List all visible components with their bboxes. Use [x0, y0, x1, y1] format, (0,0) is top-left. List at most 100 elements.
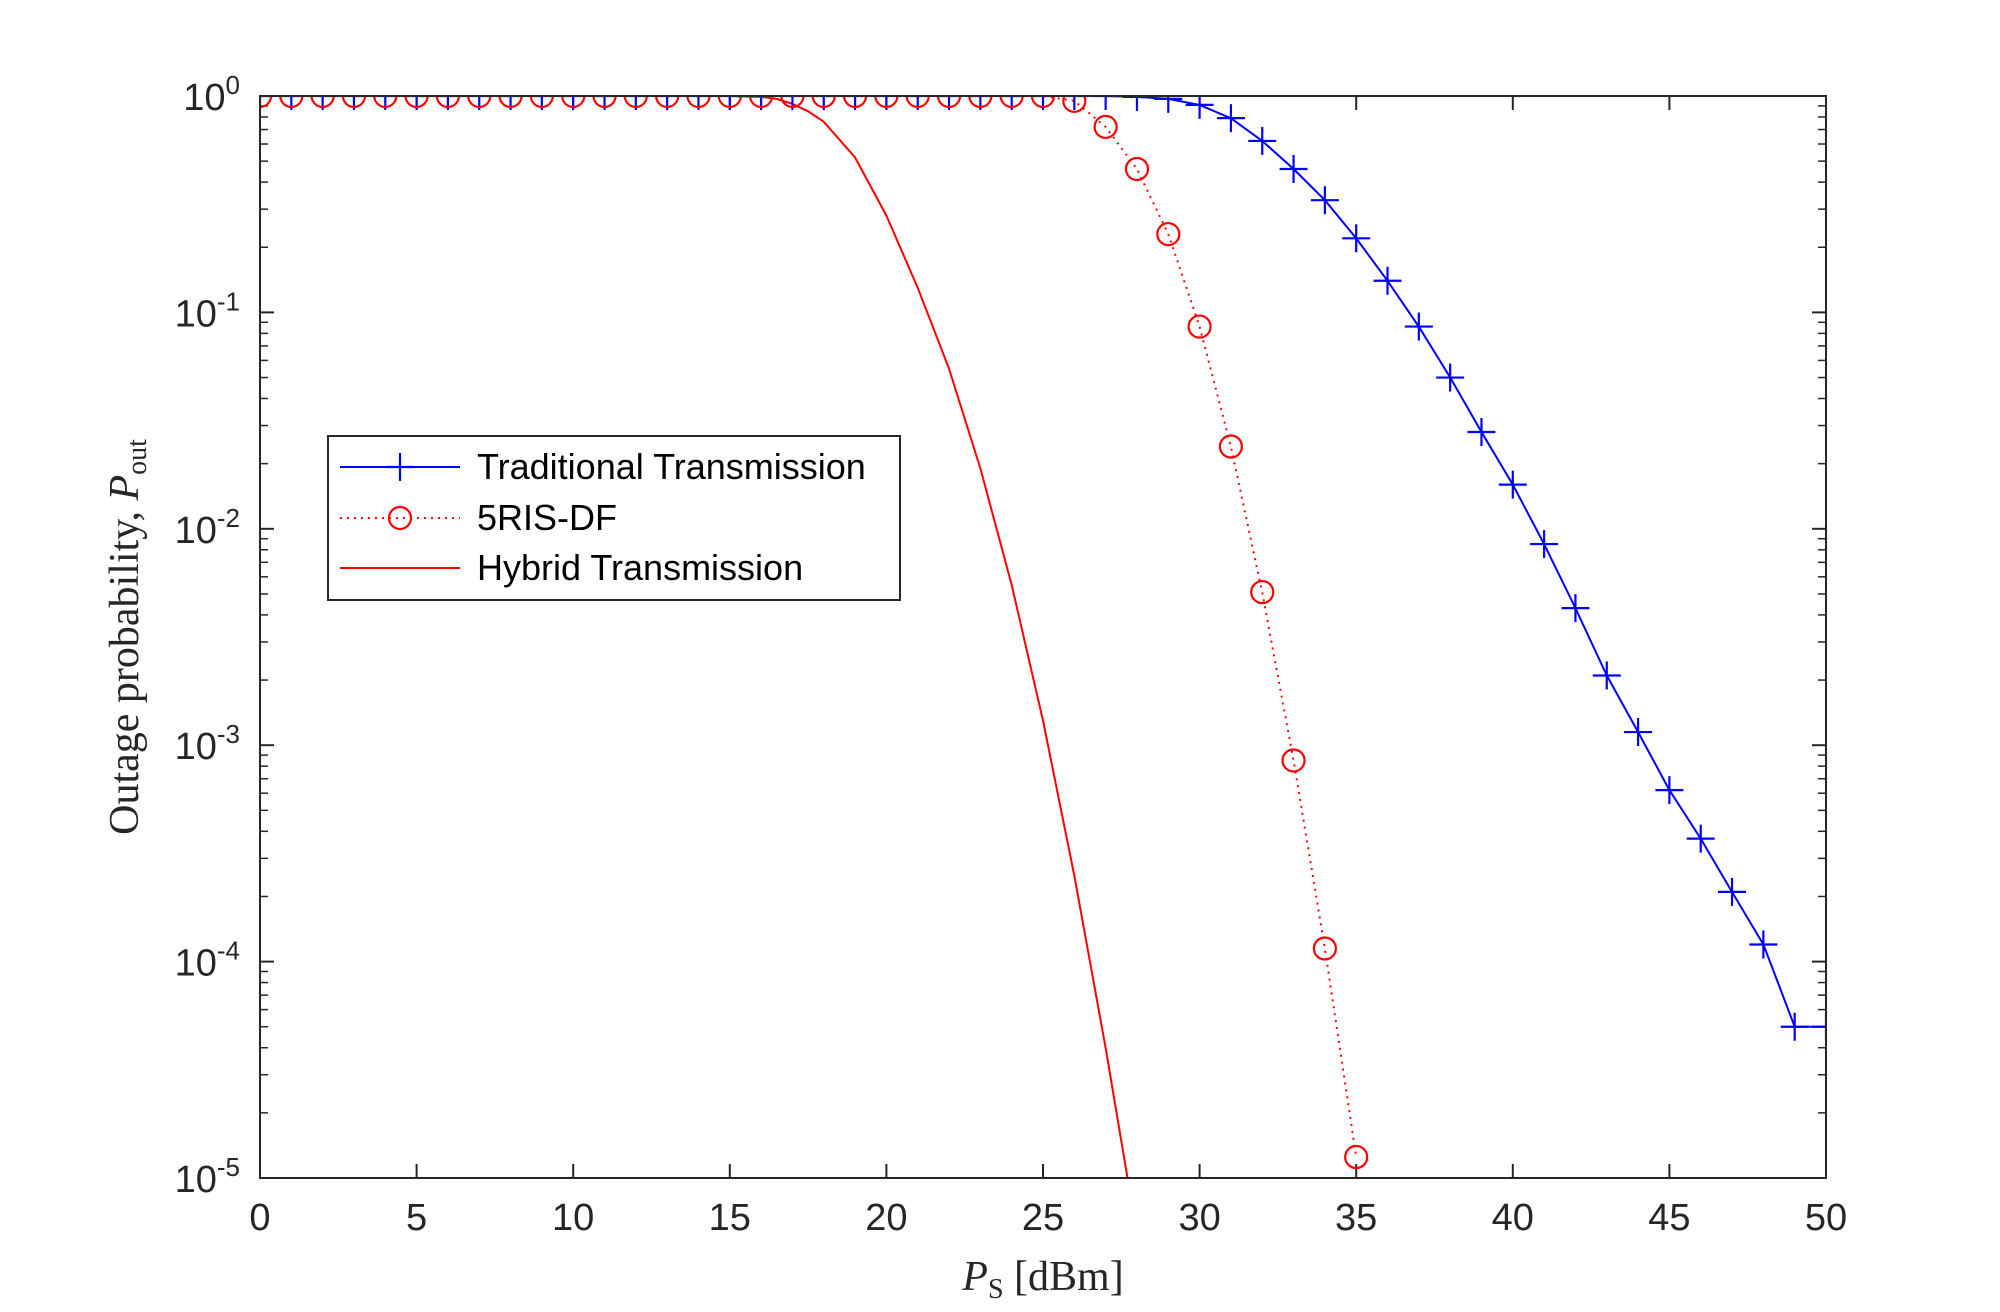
- series-marker: [404, 96, 429, 109]
- series-marker: [905, 96, 930, 109]
- series-marker: [778, 96, 807, 110]
- series-marker: [686, 96, 711, 109]
- x-axis-label-sub: S: [988, 1274, 1004, 1305]
- series-marker: [1812, 1012, 1826, 1041]
- series-marker: [561, 96, 586, 109]
- legend-label: Traditional Transmission: [477, 446, 866, 487]
- series-marker: [1060, 96, 1089, 110]
- series-marker: [592, 96, 617, 109]
- y-tick-exp: -5: [217, 1152, 240, 1182]
- x-tick-label: 50: [1805, 1197, 1847, 1239]
- series-marker: [277, 96, 306, 110]
- series-marker: [1498, 470, 1527, 499]
- y-tick-base: 10: [183, 77, 225, 119]
- x-tick-label: 30: [1178, 1197, 1220, 1239]
- series-marker: [684, 96, 713, 110]
- series-marker: [717, 96, 742, 109]
- series-marker: [373, 96, 398, 109]
- x-tick-label: 15: [709, 1197, 751, 1239]
- series-marker: [590, 96, 619, 110]
- series-marker: [341, 96, 367, 109]
- series-marker: [1156, 222, 1181, 247]
- series-marker: [903, 96, 932, 110]
- series-marker: [402, 96, 431, 110]
- series-marker: [559, 96, 588, 110]
- x-tick-label: 20: [865, 1197, 907, 1239]
- series-marker: [842, 96, 868, 109]
- y-axis-label: Outage probability, Pout: [102, 439, 153, 835]
- legend-label: 5RIS-DF: [477, 497, 617, 538]
- series-marker: [433, 96, 462, 110]
- y-tick-base: 10: [175, 943, 217, 985]
- y-tick-base: 10: [175, 510, 217, 552]
- series-marker: [339, 96, 368, 110]
- legend: Traditional Transmission 5RIS-DF Hybrid Tr…: [327, 435, 901, 601]
- series-marker: [1030, 96, 1056, 109]
- series-marker: [1467, 418, 1496, 447]
- series-marker: [1250, 579, 1275, 605]
- y-axis-label-sub: out: [122, 439, 153, 475]
- y-axis-label-var: P: [102, 475, 148, 502]
- series-marker: [467, 96, 492, 109]
- series-marker: [1185, 96, 1214, 119]
- series-marker: [498, 96, 523, 109]
- series-marker: [1312, 936, 1337, 961]
- series-marker: [1373, 266, 1402, 295]
- x-tick-label: 5: [406, 1197, 427, 1239]
- series-marker: [1187, 314, 1212, 339]
- series-marker: [872, 96, 901, 110]
- series-marker: [1218, 434, 1244, 459]
- series-marker: [529, 96, 554, 109]
- plot-area: [260, 96, 1826, 1178]
- series-marker: [310, 96, 335, 109]
- series-marker: [936, 96, 962, 109]
- series-marker: [749, 96, 774, 109]
- y-tick-label: 10-3: [175, 719, 240, 768]
- series-marker: [623, 96, 648, 109]
- series-marker: [715, 96, 744, 110]
- series-marker: [465, 96, 494, 110]
- y-tick-exp: -4: [217, 936, 240, 966]
- series-marker: [1686, 824, 1715, 853]
- series-1: [260, 96, 1369, 1170]
- y-tick-label: 10-2: [175, 503, 240, 552]
- y-tick-base: 10: [175, 726, 217, 768]
- y-tick-label: 10-1: [175, 286, 240, 335]
- series-marker: [1718, 877, 1747, 906]
- series-marker: [1248, 126, 1277, 155]
- series-marker: [371, 96, 400, 110]
- series-marker: [874, 96, 899, 109]
- series-marker: [968, 96, 993, 109]
- x-tick-label: 10: [552, 1197, 594, 1239]
- y-axis-label-main: Outage probability,: [102, 501, 148, 835]
- series-marker: [1091, 96, 1120, 110]
- series-marker: [653, 96, 682, 110]
- series-0: [260, 96, 1826, 1041]
- legend-box: [327, 435, 901, 601]
- legend-entry: Traditional Transmission: [340, 446, 866, 487]
- series-marker: [1093, 114, 1118, 139]
- series-marker: [435, 96, 461, 109]
- y-tick-label: 100: [183, 70, 240, 119]
- series-marker: [1561, 594, 1590, 623]
- legend-marker: [386, 453, 414, 481]
- series-marker: [966, 96, 995, 110]
- series-marker: [809, 96, 838, 110]
- series-marker: [621, 96, 650, 110]
- y-tick-exp: -3: [217, 719, 240, 749]
- x-tick-label: 0: [249, 1197, 270, 1239]
- series-marker: [1749, 930, 1778, 959]
- y-tick-label: 10-5: [175, 1152, 240, 1201]
- legend-label: Hybrid Transmission: [477, 547, 803, 588]
- series-marker: [1655, 776, 1684, 805]
- x-tick-label: 35: [1335, 1197, 1377, 1239]
- series-marker: [1062, 96, 1087, 113]
- series-marker: [308, 96, 337, 110]
- plot-frame: [259, 95, 1827, 1179]
- series-marker: [1344, 1144, 1369, 1170]
- y-tick-exp: -1: [217, 286, 240, 316]
- series-marker: [1281, 748, 1306, 773]
- series-2: [260, 96, 1156, 1178]
